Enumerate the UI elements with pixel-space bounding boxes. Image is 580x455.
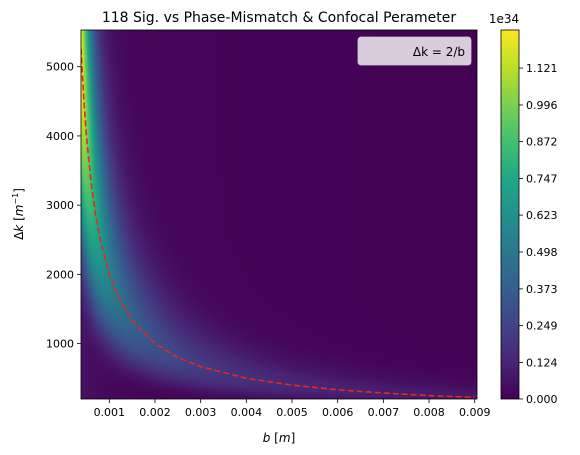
- colorbar-tick-label: 0.996: [526, 99, 558, 112]
- colorbar-tick-label: 0.373: [526, 283, 558, 296]
- y-axis-label: Δk [m−1]: [11, 188, 26, 240]
- legend: Δk = 2/b: [357, 36, 472, 66]
- colorbar-tick-label: 0.498: [526, 246, 558, 259]
- colorbar-tick-label: 1.121: [526, 62, 558, 75]
- colorbar-multiplier: 1e34: [489, 12, 519, 26]
- x-tick-label: 0.001: [94, 406, 126, 419]
- x-tick-label: 0.005: [276, 406, 308, 419]
- colorbar-tick-label: 0.000: [526, 393, 558, 406]
- series-line-dk-2-over-b: [81, 48, 475, 399]
- legend-box: [357, 36, 472, 66]
- y-tick-label: 2000: [46, 268, 74, 281]
- colorbar-tick-label: 0.747: [526, 172, 558, 185]
- colorbar-tick-label: 0.872: [526, 136, 558, 149]
- x-axis: 0.001 0.002 0.003 0.004 0.005 0.006 0.007 0.008…: [94, 399, 491, 419]
- colorbar-gradient: [500, 29, 520, 400]
- plot-area: [80, 29, 478, 400]
- chart-title: 118 Sig. vs Phase-Mismatch & Confocal Pe…: [102, 10, 457, 26]
- y-tick-label: 1000: [46, 338, 74, 351]
- y-axis: 1000 2000 3000 4000 5000: [46, 61, 81, 351]
- heatmap-image: [81, 30, 477, 399]
- y-tick-label: 4000: [46, 130, 74, 143]
- x-tick-label: 0.008: [413, 406, 445, 419]
- x-tick-label: 0.007: [368, 406, 400, 419]
- colorbar: 0.000 0.124 0.249 0.373 0.498 0.623 0.747 0.872…: [489, 12, 558, 406]
- colorbar-tick-label: 0.623: [526, 209, 558, 222]
- y-tick-label: 5000: [46, 61, 74, 74]
- x-tick-label: 0.003: [185, 406, 217, 419]
- colorbar-tick-label: 0.124: [526, 356, 558, 369]
- x-tick-label: 0.006: [322, 406, 354, 419]
- x-tick-label: 0.002: [139, 406, 171, 419]
- colorbar-ticks: 0.000 0.124 0.249 0.373 0.498 0.623 0.747 0.872…: [519, 62, 558, 406]
- legend-label: Δk = 2/b: [413, 45, 465, 59]
- y-tick-label: 3000: [46, 199, 74, 212]
- colorbar-tick-label: 0.249: [526, 319, 558, 332]
- x-tick-label: 0.004: [231, 406, 263, 419]
- x-axis-label: b [m]: [263, 431, 296, 445]
- plot-frame: [80, 29, 478, 400]
- x-tick-label: 0.009: [459, 406, 491, 419]
